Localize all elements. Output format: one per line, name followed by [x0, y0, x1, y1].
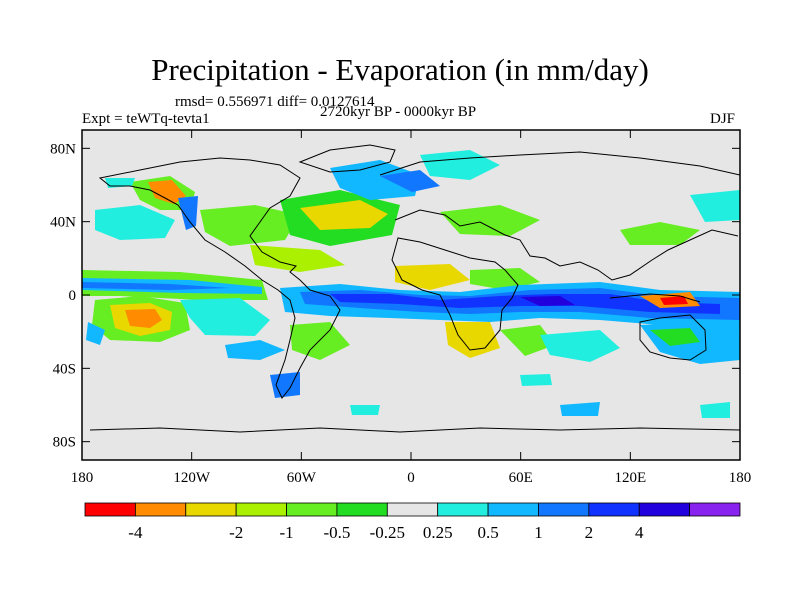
colorbar-label: 0.25 [423, 523, 453, 542]
colorbar-label: 2 [585, 523, 594, 542]
lon-tick-label: 0 [407, 470, 415, 486]
colorbar-box [487, 502, 539, 517]
lon-tick-label: 60E [509, 470, 533, 486]
lat-tick-label: 80N [50, 141, 76, 157]
season-label: DJF [710, 111, 736, 127]
colorbar-box [134, 502, 187, 517]
lon-tick-label: 60W [287, 470, 317, 486]
lon-tick-label: 120E [614, 470, 646, 486]
colorbar-box [588, 502, 640, 517]
colorbar-label: 1 [534, 523, 543, 542]
experiment-label: Expt = teWTq-tevta1 [82, 111, 210, 127]
colorbar-box [689, 502, 741, 517]
axis-ticks: 80N 40N 0 40S 80S 180 120W 60W 0 60E 120E 180 [50, 130, 751, 486]
coastlines [89, 144, 740, 433]
colorbar-label: -2 [229, 523, 243, 542]
colorbar-box [638, 502, 691, 517]
period-label: 2720kyr BP - 0000kyr BP [320, 104, 477, 120]
field-overlay [82, 150, 740, 418]
colorbar-label: 4 [635, 523, 644, 542]
map-title: Precipitation - Evaporation (in mm/day) [151, 52, 649, 87]
stats-text: rmsd= 0.556971 diff= 0.0127614 [175, 94, 375, 110]
lat-tick-label: 40N [50, 215, 76, 231]
colorbar-box [538, 502, 590, 517]
colorbar-label: 0.5 [477, 523, 498, 542]
colorbar-box [336, 502, 388, 517]
colorbar-label: -0.5 [323, 523, 350, 542]
colorbar: -4 -2 -1 -0.5 -0.25 0.25 0.5 1 2 4 [84, 502, 741, 542]
colorbar-label: -1 [279, 523, 293, 542]
colorbar-box [437, 502, 489, 517]
colorbar-box [84, 502, 136, 517]
lat-tick-label: 0 [69, 288, 77, 304]
colorbar-box [235, 502, 287, 517]
lat-tick-label: 80S [53, 435, 76, 451]
colorbar-box [185, 502, 237, 517]
lon-tick-label: 180 [729, 470, 752, 486]
colorbar-box [386, 502, 439, 517]
lon-tick-label: 120W [173, 470, 211, 486]
lon-tick-label: 180 [71, 470, 94, 486]
lat-tick-label: 40S [53, 361, 76, 377]
colorbar-label: -0.25 [370, 523, 405, 542]
colorbar-label: -4 [128, 523, 143, 542]
colorbar-box [286, 502, 338, 517]
